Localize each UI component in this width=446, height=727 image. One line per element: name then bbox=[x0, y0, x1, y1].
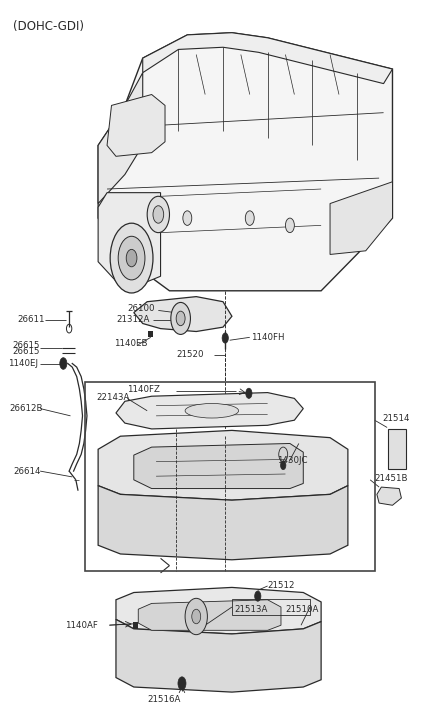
Circle shape bbox=[178, 677, 186, 690]
Text: 1140EJ: 1140EJ bbox=[8, 359, 38, 368]
Polygon shape bbox=[143, 33, 392, 84]
Bar bbox=[388, 429, 406, 469]
Polygon shape bbox=[98, 33, 392, 291]
Text: 26611: 26611 bbox=[17, 316, 45, 324]
Circle shape bbox=[183, 211, 192, 225]
Circle shape bbox=[255, 591, 261, 601]
Polygon shape bbox=[377, 487, 401, 505]
Text: 1140FZ: 1140FZ bbox=[127, 385, 160, 394]
Polygon shape bbox=[330, 182, 392, 254]
Polygon shape bbox=[116, 619, 321, 692]
Ellipse shape bbox=[185, 403, 239, 418]
Circle shape bbox=[110, 223, 153, 293]
Circle shape bbox=[245, 211, 254, 225]
Circle shape bbox=[126, 249, 137, 267]
Bar bbox=[148, 331, 153, 337]
Text: 22143A: 22143A bbox=[96, 393, 129, 402]
Text: 1140AF: 1140AF bbox=[65, 621, 98, 630]
Circle shape bbox=[246, 388, 252, 398]
Polygon shape bbox=[134, 443, 303, 489]
Polygon shape bbox=[98, 430, 348, 500]
Polygon shape bbox=[116, 393, 303, 429]
Circle shape bbox=[185, 598, 207, 635]
Text: (DOHC-GDI): (DOHC-GDI) bbox=[13, 20, 84, 33]
Polygon shape bbox=[98, 73, 143, 204]
Text: 1140FH: 1140FH bbox=[251, 333, 284, 342]
Text: 21312A: 21312A bbox=[117, 316, 150, 324]
Circle shape bbox=[118, 236, 145, 280]
Circle shape bbox=[171, 302, 190, 334]
Text: 1430JC: 1430JC bbox=[277, 456, 307, 465]
Text: 21512: 21512 bbox=[268, 581, 295, 590]
Text: 26614: 26614 bbox=[13, 467, 41, 475]
Circle shape bbox=[147, 196, 169, 233]
Polygon shape bbox=[116, 587, 321, 634]
Circle shape bbox=[192, 609, 201, 624]
Polygon shape bbox=[134, 297, 232, 332]
Text: 21514: 21514 bbox=[383, 414, 410, 422]
Text: 26100: 26100 bbox=[127, 304, 155, 313]
Circle shape bbox=[281, 461, 286, 470]
Circle shape bbox=[222, 333, 228, 343]
Text: 1140EB: 1140EB bbox=[114, 339, 147, 348]
Circle shape bbox=[60, 358, 67, 369]
Circle shape bbox=[285, 218, 294, 233]
Polygon shape bbox=[138, 600, 281, 630]
Text: 21510A: 21510A bbox=[285, 605, 319, 614]
Circle shape bbox=[153, 206, 164, 223]
Text: 26615: 26615 bbox=[12, 341, 40, 350]
Polygon shape bbox=[107, 95, 165, 156]
Text: 21513A: 21513A bbox=[234, 605, 268, 614]
Text: 26612B: 26612B bbox=[10, 404, 43, 413]
Bar bbox=[232, 599, 310, 615]
Text: 21520: 21520 bbox=[176, 350, 204, 359]
Polygon shape bbox=[98, 193, 161, 291]
Bar bbox=[85, 382, 375, 571]
Text: 21451B: 21451B bbox=[375, 474, 408, 483]
Text: 21516A: 21516A bbox=[147, 695, 181, 704]
Text: 26615: 26615 bbox=[12, 348, 40, 356]
Circle shape bbox=[176, 311, 185, 326]
Polygon shape bbox=[98, 486, 348, 560]
Bar bbox=[133, 622, 138, 629]
